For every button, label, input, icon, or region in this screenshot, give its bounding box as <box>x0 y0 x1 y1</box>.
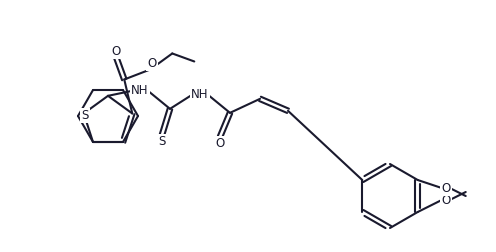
Text: S: S <box>81 109 88 122</box>
Text: O: O <box>215 137 225 150</box>
Text: NH: NH <box>191 88 209 101</box>
Text: O: O <box>441 194 450 206</box>
Text: S: S <box>158 135 166 148</box>
Text: O: O <box>148 57 157 70</box>
Text: O: O <box>112 45 121 58</box>
Text: NH: NH <box>131 84 149 97</box>
Text: O: O <box>441 181 450 195</box>
